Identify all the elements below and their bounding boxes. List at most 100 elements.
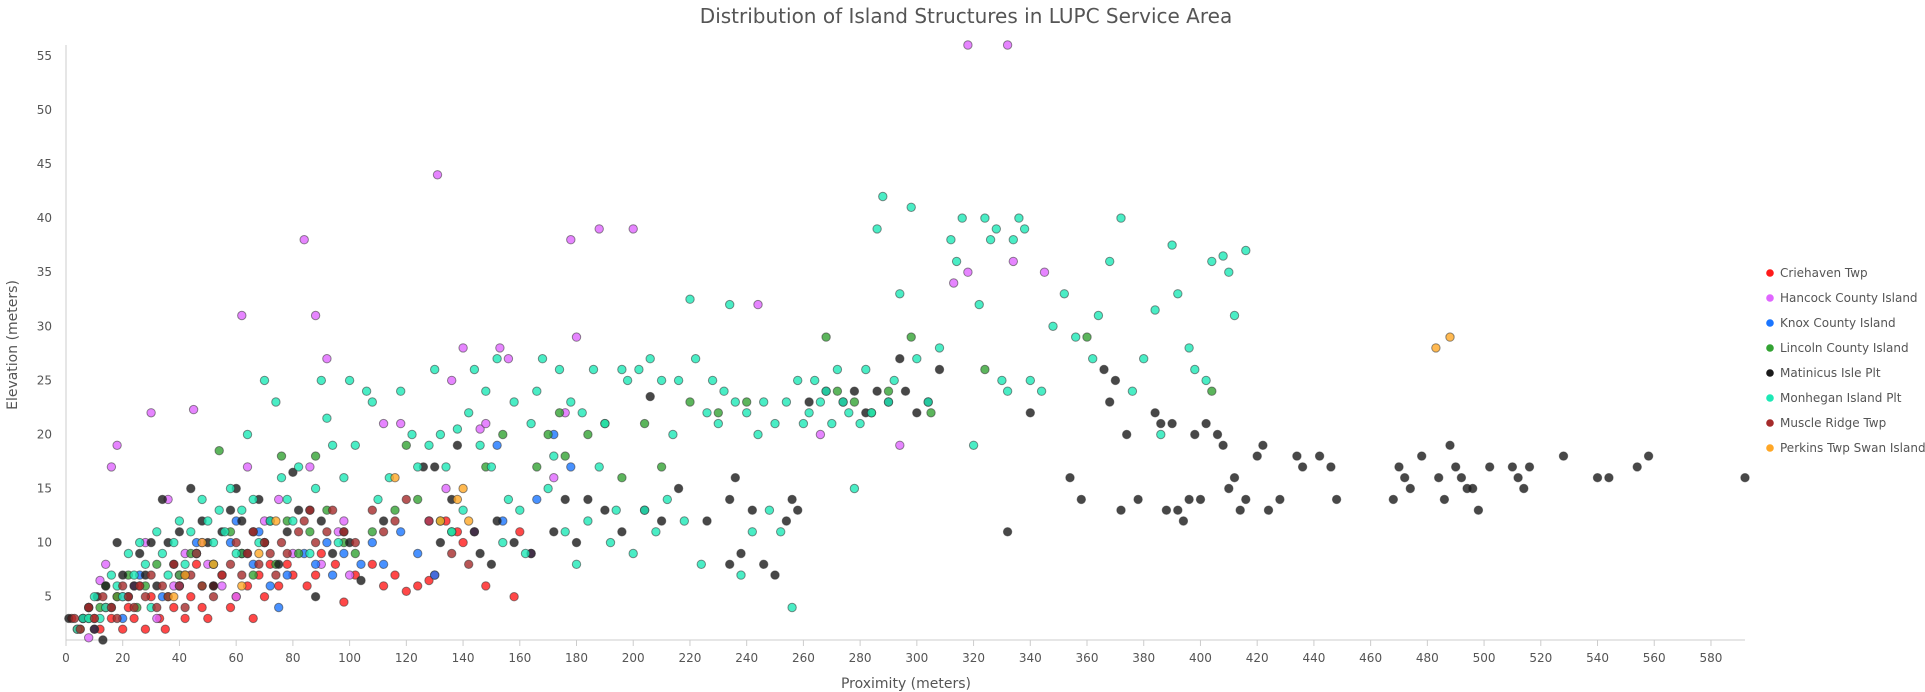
data-point[interactable]	[963, 40, 973, 50]
data-point[interactable]	[492, 354, 502, 364]
data-point[interactable]	[1235, 505, 1245, 515]
data-point[interactable]	[628, 548, 638, 559]
data-point[interactable]	[617, 527, 627, 537]
data-point[interactable]	[571, 332, 582, 342]
data-point[interactable]	[469, 364, 480, 375]
data-point[interactable]	[611, 505, 621, 515]
data-point[interactable]	[302, 581, 312, 591]
data-point[interactable]	[1224, 267, 1234, 277]
data-point[interactable]	[968, 440, 979, 450]
data-point[interactable]	[713, 418, 723, 429]
data-point[interactable]	[203, 613, 213, 624]
data-point[interactable]	[560, 494, 570, 505]
data-point[interactable]	[1201, 418, 1211, 429]
data-point[interactable]	[481, 418, 491, 429]
data-point[interactable]	[515, 505, 525, 515]
data-point[interactable]	[180, 570, 190, 580]
data-point[interactable]	[344, 375, 355, 386]
data-point[interactable]	[1473, 505, 1484, 515]
data-point[interactable]	[84, 633, 94, 643]
data-point[interactable]	[566, 397, 576, 407]
data-point[interactable]	[656, 375, 667, 386]
legend-item[interactable]: Muscle Ridge Twp	[1766, 416, 1886, 430]
data-point[interactable]	[208, 537, 219, 548]
data-point[interactable]	[458, 537, 468, 548]
data-point[interactable]	[844, 408, 854, 418]
data-point[interactable]	[98, 635, 108, 645]
data-point[interactable]	[725, 299, 735, 310]
data-point[interactable]	[815, 429, 826, 440]
data-point[interactable]	[1178, 516, 1189, 526]
data-point[interactable]	[1229, 310, 1240, 321]
data-point[interactable]	[169, 537, 179, 548]
data-point[interactable]	[1258, 440, 1268, 450]
data-point[interactable]	[912, 354, 922, 364]
data-point[interactable]	[1127, 386, 1138, 396]
data-point[interactable]	[1331, 494, 1342, 505]
data-point[interactable]	[271, 516, 281, 526]
data-point[interactable]	[152, 602, 162, 613]
data-point[interactable]	[1116, 505, 1126, 515]
data-point[interactable]	[736, 548, 746, 559]
data-point[interactable]	[781, 397, 792, 407]
data-point[interactable]	[673, 483, 684, 494]
data-point[interactable]	[452, 424, 463, 434]
data-point[interactable]	[861, 364, 871, 375]
data-point[interactable]	[855, 418, 865, 429]
data-point[interactable]	[322, 537, 332, 548]
data-point[interactable]	[458, 483, 468, 494]
data-point[interactable]	[316, 516, 326, 526]
data-point[interactable]	[560, 451, 570, 461]
data-point[interactable]	[135, 548, 145, 559]
data-point[interactable]	[832, 364, 843, 375]
legend-item[interactable]: Matinicus Isle Plt	[1766, 366, 1881, 380]
data-point[interactable]	[617, 473, 627, 483]
data-point[interactable]	[742, 397, 752, 407]
data-point[interactable]	[118, 624, 128, 634]
data-point[interactable]	[651, 527, 661, 537]
data-point[interactable]	[554, 364, 565, 375]
data-point[interactable]	[1592, 473, 1603, 483]
data-point[interactable]	[1008, 235, 1018, 245]
data-point[interactable]	[390, 570, 400, 580]
data-point[interactable]	[265, 581, 275, 591]
data-point[interactable]	[486, 462, 497, 472]
data-point[interactable]	[396, 418, 406, 429]
data-point[interactable]	[827, 418, 837, 429]
data-point[interactable]	[356, 559, 366, 569]
data-point[interactable]	[872, 224, 882, 234]
data-point[interactable]	[1434, 473, 1444, 483]
data-point[interactable]	[798, 418, 809, 429]
data-point[interactable]	[248, 527, 258, 537]
data-point[interactable]	[339, 516, 349, 526]
data-point[interactable]	[310, 592, 321, 602]
data-point[interactable]	[1326, 462, 1336, 472]
data-point[interactable]	[1116, 213, 1126, 223]
data-point[interactable]	[1156, 418, 1166, 429]
data-point[interactable]	[310, 559, 321, 569]
data-point[interactable]	[231, 537, 241, 548]
data-point[interactable]	[1161, 505, 1172, 515]
data-point[interactable]	[197, 537, 207, 548]
data-point[interactable]	[140, 559, 151, 569]
data-point[interactable]	[481, 386, 491, 396]
data-point[interactable]	[912, 408, 922, 418]
data-point[interactable]	[373, 494, 383, 505]
data-point[interactable]	[821, 386, 831, 396]
data-point[interactable]	[129, 570, 139, 580]
data-point[interactable]	[157, 581, 168, 591]
data-point[interactable]	[1133, 494, 1143, 505]
data-point[interactable]	[225, 483, 236, 494]
data-point[interactable]	[464, 516, 474, 526]
data-point[interactable]	[339, 597, 349, 607]
data-point[interactable]	[560, 527, 570, 537]
data-point[interactable]	[293, 462, 304, 472]
data-point[interactable]	[123, 548, 134, 559]
data-point[interactable]	[1093, 310, 1104, 321]
data-point[interactable]	[980, 364, 990, 375]
data-point[interactable]	[129, 602, 139, 613]
data-point[interactable]	[532, 494, 542, 505]
data-point[interactable]	[401, 494, 411, 505]
data-point[interactable]	[934, 364, 945, 375]
data-point[interactable]	[787, 602, 797, 613]
